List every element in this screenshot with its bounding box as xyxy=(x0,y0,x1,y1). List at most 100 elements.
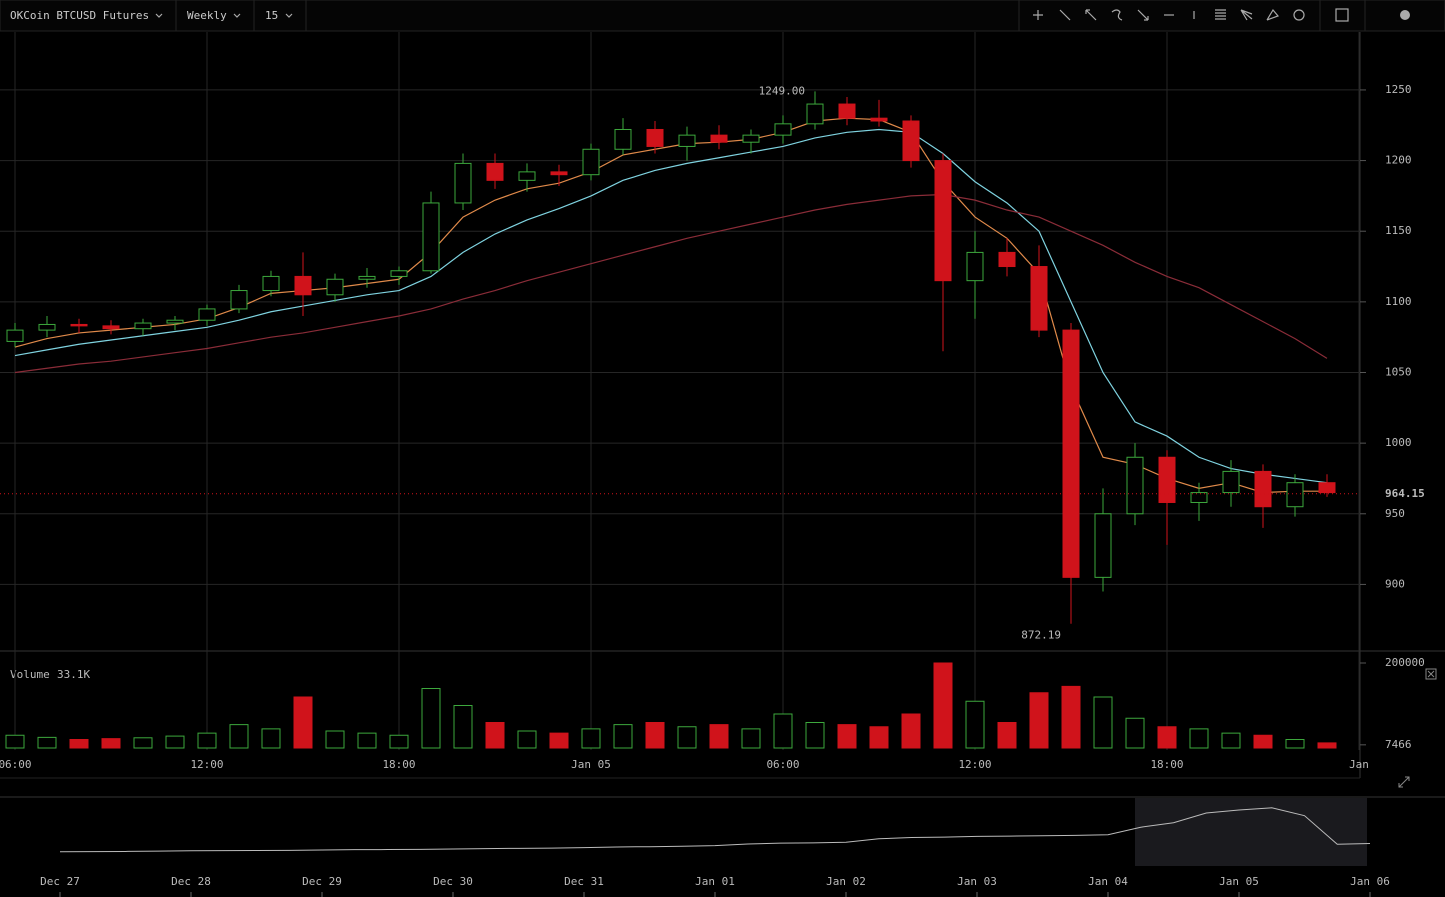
y-tick-label: 1250 xyxy=(1385,83,1412,96)
candle-body xyxy=(966,251,984,282)
candle-body xyxy=(934,160,952,282)
navigator-label: Jan 06 xyxy=(1350,875,1390,888)
pitchfork-tool[interactable] xyxy=(1266,8,1280,21)
volume-bar xyxy=(965,700,985,749)
candle-body xyxy=(710,134,728,143)
volume-bar xyxy=(581,728,601,749)
candle-body xyxy=(1286,482,1304,508)
fan-tool[interactable] xyxy=(1240,9,1253,21)
y-tick-label: 1150 xyxy=(1385,224,1412,237)
candle-body xyxy=(390,270,408,277)
candle-body xyxy=(102,325,120,330)
volume-bar xyxy=(357,732,377,749)
navigator-label: Dec 31 xyxy=(564,875,604,888)
ellipse-tool[interactable] xyxy=(1293,9,1305,21)
candle-body xyxy=(1190,492,1208,503)
crosshair-tool[interactable] xyxy=(1033,10,1043,20)
curve-tool[interactable] xyxy=(1111,9,1123,21)
arrow-tool[interactable] xyxy=(1137,9,1149,21)
candle-body xyxy=(1030,266,1048,331)
ray-tool[interactable] xyxy=(1085,9,1097,21)
close-icon xyxy=(1427,670,1435,678)
symbol-button[interactable]: OKCoin BTCUSD Futures xyxy=(10,9,163,22)
candle-body xyxy=(230,290,248,310)
range: Weekly xyxy=(187,9,227,22)
candle-body xyxy=(198,308,216,321)
price-annotation: 1249.00 xyxy=(759,84,805,97)
x-tick-label: 18:00 xyxy=(382,758,415,771)
y-tick-label: 1050 xyxy=(1385,365,1412,378)
navigator-label: Dec 28 xyxy=(171,875,211,888)
fib-tool[interactable] xyxy=(1215,9,1226,20)
candle-body xyxy=(454,162,472,204)
candle-body xyxy=(870,117,888,122)
navigator-label: Dec 29 xyxy=(302,875,342,888)
trend-line-tool[interactable] xyxy=(1059,9,1071,21)
volume-bar xyxy=(389,734,409,749)
candle-body xyxy=(326,278,344,296)
volume-bar xyxy=(741,728,761,749)
volume-bar xyxy=(1157,726,1177,749)
candle-body xyxy=(166,319,184,324)
candle-body xyxy=(422,202,440,272)
range-button[interactable]: Weekly xyxy=(187,9,241,22)
volume-bar xyxy=(549,732,569,749)
volume-bar xyxy=(37,736,57,749)
candle-body xyxy=(6,329,24,342)
x-tick-label: 06:00 xyxy=(766,758,799,771)
navigator-window[interactable] xyxy=(1135,798,1367,866)
candle-body xyxy=(134,322,152,330)
candle-body xyxy=(646,128,664,147)
volume-bar xyxy=(1061,685,1081,749)
y-tick-label: 1200 xyxy=(1385,154,1412,167)
moving-average xyxy=(14,193,1328,374)
y-tick-label: 1000 xyxy=(1385,436,1412,449)
volume-bar xyxy=(517,730,537,749)
candle-body xyxy=(294,275,312,296)
x-tick-label: 06:00 xyxy=(0,758,32,771)
volume-bar xyxy=(1125,717,1145,749)
settings-button[interactable] xyxy=(1400,10,1410,20)
candle-body xyxy=(550,171,568,176)
candle-body xyxy=(742,134,760,143)
navigator-label: Jan 03 xyxy=(957,875,997,888)
indicators-button[interactable] xyxy=(1335,8,1349,22)
candle-body xyxy=(902,120,920,162)
x-tick-label: 18:00 xyxy=(1150,758,1183,771)
candle-body xyxy=(38,323,56,331)
interval-button[interactable]: 15 xyxy=(265,9,293,22)
volume-bar xyxy=(709,724,729,749)
candle-body xyxy=(678,134,696,147)
toolbar: OKCoin BTCUSD Futures Weekly 15 xyxy=(0,0,1445,32)
volume-bar xyxy=(1029,692,1049,749)
volume-bar xyxy=(453,705,473,749)
navigator-label: Jan 04 xyxy=(1088,875,1128,888)
volume-bar xyxy=(837,724,857,749)
volume-bar xyxy=(421,688,441,749)
candle-body xyxy=(774,123,792,136)
fullscreen-button[interactable] xyxy=(1398,776,1410,788)
volume-bar xyxy=(773,713,793,749)
navigator-label: Dec 30 xyxy=(433,875,473,888)
volume-bar xyxy=(5,734,25,749)
volume-bar xyxy=(101,738,121,749)
volume-bar xyxy=(261,728,281,749)
volume-tick-label: 7466 xyxy=(1385,738,1412,751)
candle-body xyxy=(1158,456,1176,503)
volume-bar xyxy=(325,730,345,749)
candle-body xyxy=(262,275,280,292)
dropdown-arrow xyxy=(285,13,293,18)
volume-bar xyxy=(1189,728,1209,749)
toolbar-bg xyxy=(0,0,1445,32)
volume-bar xyxy=(69,739,89,749)
candle-body xyxy=(806,103,824,125)
volume-bar xyxy=(997,722,1017,749)
volume-bar xyxy=(805,722,825,749)
y-tick-label: 900 xyxy=(1385,577,1405,590)
candle-body xyxy=(1126,456,1144,515)
volume-bar xyxy=(1285,739,1305,749)
navigator-label: Jan 02 xyxy=(826,875,866,888)
candle-body xyxy=(1094,513,1112,578)
volume-bar xyxy=(1253,734,1273,749)
close-volume-button[interactable] xyxy=(1425,668,1437,680)
